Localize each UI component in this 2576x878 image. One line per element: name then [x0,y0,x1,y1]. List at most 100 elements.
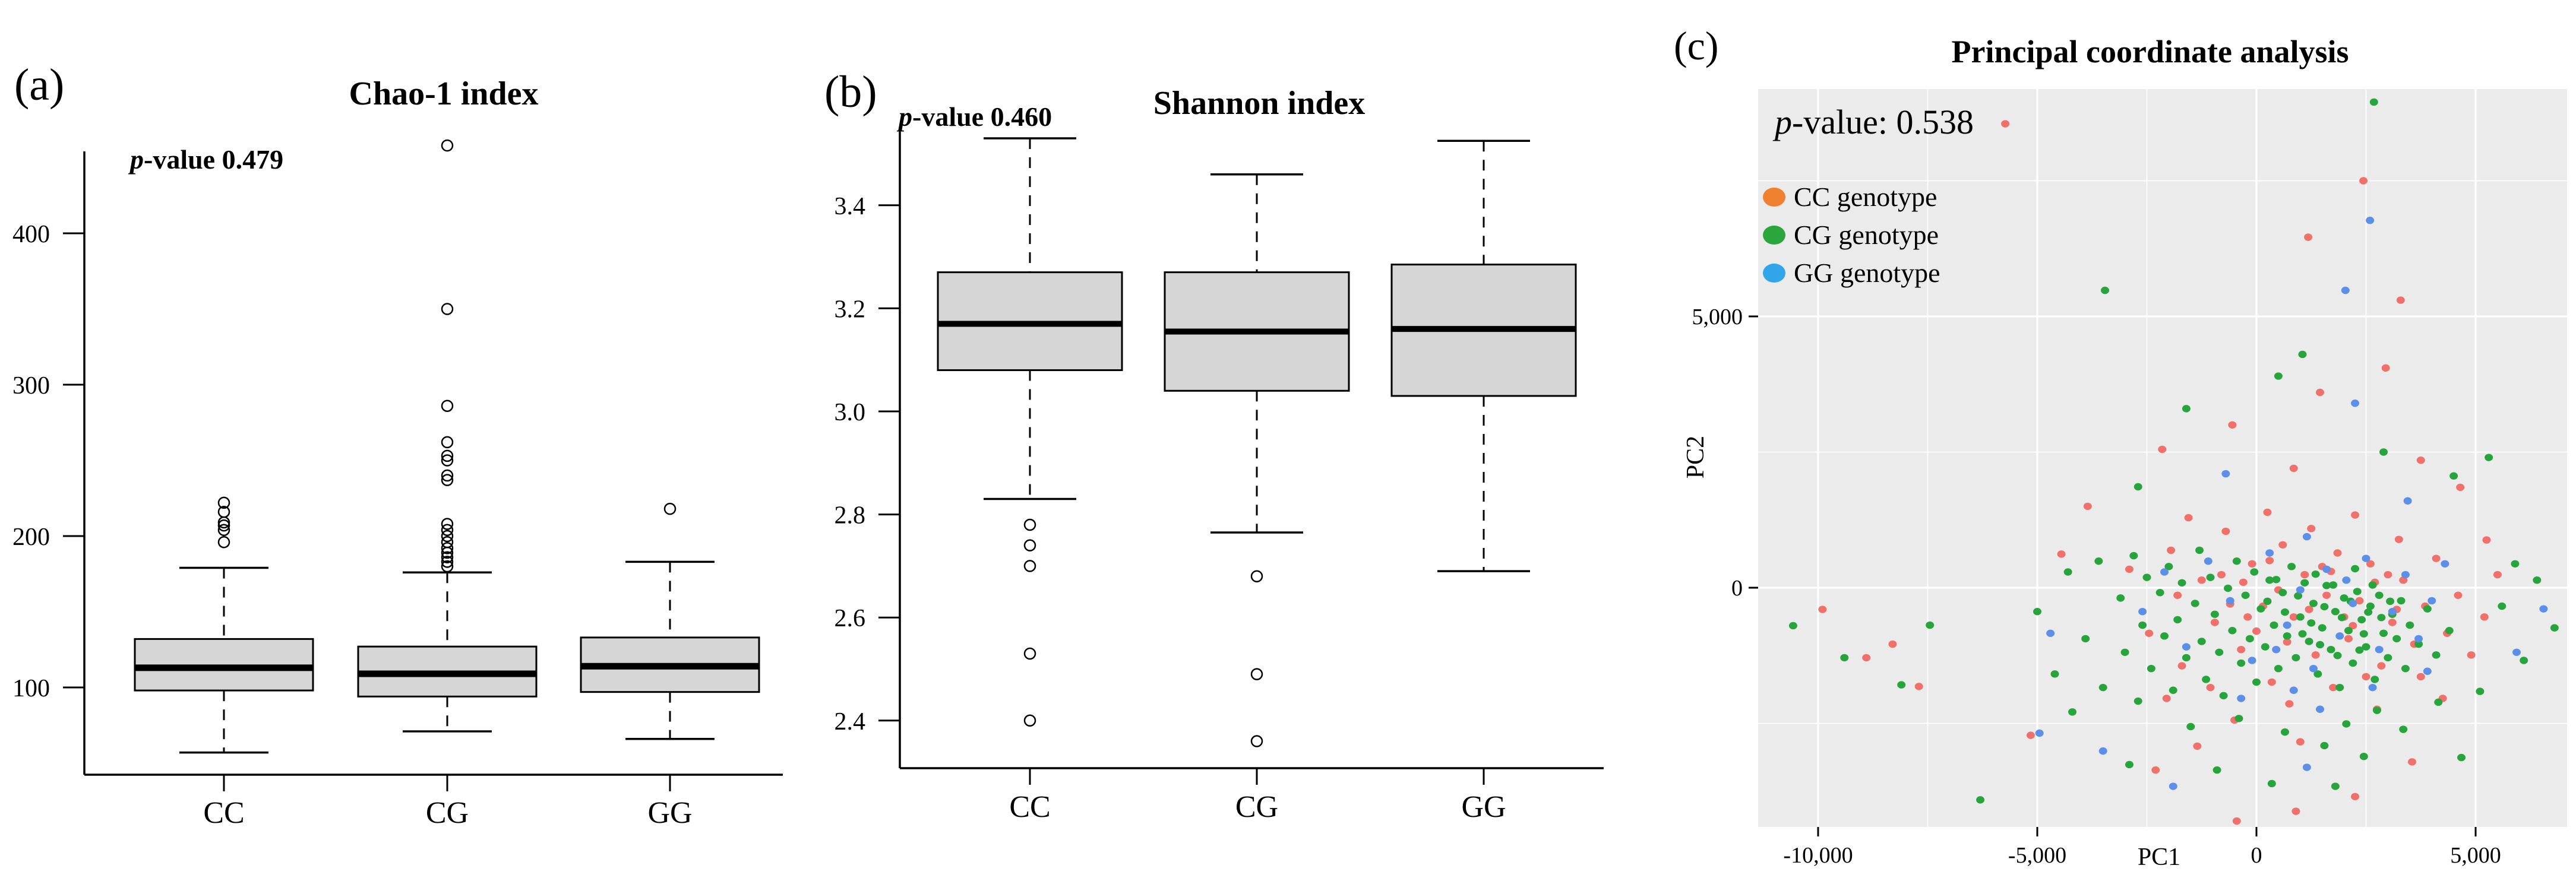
panel-chao1: 100 200 300 400 CC CG GG (a) Chao-1 index p-va… [0,0,802,878]
data-point-c-series1 [2125,760,2134,769]
y-tick-label: 2.8 [835,502,866,530]
legend-item-cg: CG genotype [1763,221,1940,249]
data-point-c-series0 [2366,560,2375,568]
data-point-c-series0 [2300,570,2309,579]
data-point-c-series1 [2182,654,2191,662]
data-point-c-series1 [2298,350,2307,359]
data-point-c-series1 [2202,676,2211,683]
pcoa-scatter-canvas: -10,000 -5,000 0 5,000 5,000 0 [1692,89,2567,868]
y-tick-label: 200 [12,524,50,551]
data-point-c-series1 [2298,630,2307,638]
data-point-c-series0 [2454,591,2463,599]
data-point-c-series0 [2333,549,2342,557]
data-point-c-series1 [2160,632,2169,640]
data-point-c-series1 [2101,286,2110,294]
data-point-c-series1 [2375,591,2384,599]
data-point-c-series1 [2224,584,2233,592]
data-point-c-series2 [2309,664,2318,673]
data-point-c-series2 [2512,648,2521,656]
data-point-c-series1 [2300,579,2309,587]
data-point-c-series1 [2359,630,2368,638]
data-point-c-series0 [2210,619,2219,626]
pvalue-chao1-p: p [130,144,144,175]
data-point-c-series2 [2204,557,2212,565]
data-point-c-series1 [2335,683,2344,692]
pvalue-shannon-p: p [899,102,912,132]
data-point-c-series1 [2351,565,2360,573]
data-point-c-series1 [2377,614,2386,622]
data-point-c-series2 [2316,705,2325,713]
data-point-c-series1 [2296,613,2305,621]
x-tick-label: -10,000 [1783,843,1853,868]
data-point-c-series0 [2344,635,2353,643]
category-label: GG [1461,790,1506,824]
plot-background [1758,89,2567,827]
data-point-c-series0 [2263,508,2272,516]
data-point-c-series1 [2272,576,2281,584]
data-point-c-series0 [2278,541,2287,549]
chao1-boxplot-canvas: 100 200 300 400 CC CG GG [12,139,783,830]
data-point-c-series1 [2280,608,2289,616]
pvalue-chao1: p-value 0.479 [130,144,283,175]
data-point-c-series1 [2401,664,2410,673]
data-point-c-series1 [2498,602,2507,610]
data-point-c-series1 [2267,779,2276,788]
data-point-c-series0 [2291,807,2300,815]
data-point-c-series2 [2272,645,2281,654]
data-point-c-series1 [2357,616,2366,624]
data-point-c-series1 [2406,621,2414,629]
data-point-c-series2 [2302,532,2311,541]
data-point-c-series1 [2342,720,2351,728]
data-point-c-series0 [2151,766,2160,774]
data-point-c-series0 [2252,627,2261,635]
data-point-c-series2 [2349,600,2357,607]
data-point-c-series0 [1862,654,1871,662]
data-point-c-series0 [2362,673,2370,681]
data-point-c-series1 [2434,698,2443,706]
data-point-c-series1 [2270,621,2278,629]
data-point-c-series1 [2098,683,2107,692]
data-point-c-series1 [2182,405,2191,413]
y-tick-label: 2.4 [835,708,866,736]
data-point-c-series1 [2177,579,2186,587]
data-point-c-series0 [2083,502,2092,511]
outlier-point [1023,518,1036,531]
data-point-c-series0 [2217,570,2226,579]
shannon-boxplot-canvas: 3.4 3.2 3.0 2.8 2.6 2.4 CC CG GG [835,129,1604,824]
data-point-c-series1 [2353,588,2362,595]
data-point-c-series0 [2311,651,2320,659]
y-tick-label: 3.4 [835,193,866,220]
outlier-point [217,524,230,537]
data-point-c-series0 [2377,662,2386,670]
data-point-c-series1 [1788,622,1797,630]
outlier-point [1023,539,1036,551]
y-tick-label: 100 [12,675,50,702]
data-point-c-series0 [2289,613,2298,621]
data-point-c-series1 [2313,670,2322,678]
data-point-c-series1 [2399,725,2408,733]
data-point-c-series1 [2263,597,2272,606]
data-point-c-series1 [2173,616,2182,624]
panel-pcoa: -10,000 -5,000 0 5,000 5,000 0 (c) Principal … [1627,0,2576,878]
data-point-c-series2 [2289,686,2298,694]
data-point-c-series1 [2366,602,2375,610]
data-point-c-series0 [1818,606,1827,613]
category-label: CG [426,796,469,830]
category-label: GG [647,796,692,830]
data-point-c-series1 [2445,627,2454,635]
outlier-point [441,449,454,462]
data-point-c-series0 [2206,683,2215,692]
outlier-point [441,436,454,449]
x-tick-label: 5,000 [2450,843,2501,868]
data-point-c-series1 [2138,621,2147,629]
data-point-c-series1 [2533,576,2542,584]
data-point-c-series1 [2142,573,2151,581]
genotype-legend: CC genotype CG genotype GG genotype [1763,183,1940,287]
data-point-c-series2 [2539,605,2548,613]
category-label: CC [203,796,244,830]
data-point-c-series2 [2423,667,2432,675]
pvalue-pcoa-text: -value: 0.538 [1792,103,1974,141]
data-point-c-series1 [2331,782,2340,790]
cg-genotype-dot-icon [1763,226,1785,245]
data-point-c-series1 [2155,589,2164,597]
